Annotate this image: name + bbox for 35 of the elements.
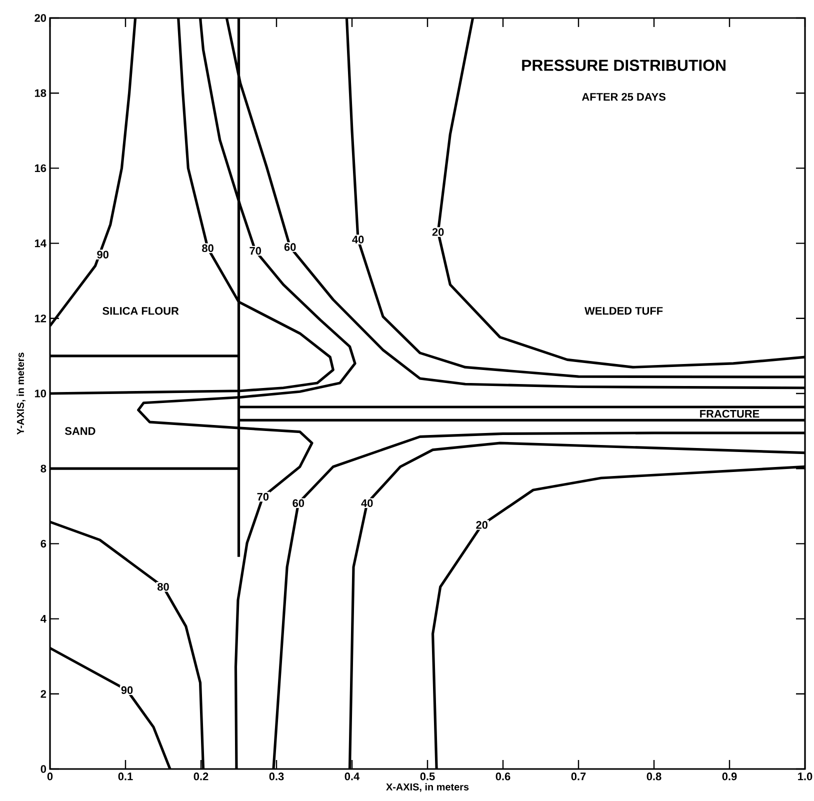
y-tick-label: 0 [40, 765, 46, 773]
y-axis-title: Y-AXIS, in meters [16, 352, 26, 435]
y-tick-label: 10 [34, 390, 46, 398]
y-tick-label: 20 [34, 14, 46, 22]
annotation: 70 [250, 246, 261, 255]
x-tick-label: 0 [47, 772, 53, 780]
y-tick-label: 6 [40, 540, 46, 548]
annotation: 80 [202, 244, 214, 252]
y-tick-label: 14 [34, 240, 46, 248]
annotation: 60 [292, 499, 304, 508]
y-tick-label: 12 [34, 314, 46, 322]
y-tick-label: 16 [34, 164, 46, 172]
annotation: 40 [361, 499, 373, 508]
x-tick-label: 0.7 [571, 772, 586, 780]
x-tick-label: 0.8 [646, 772, 662, 780]
text: PRESSURE DISTRIBUTION [522, 60, 726, 71]
annotation: FRACTURE [700, 410, 760, 418]
y-tick-label: 2 [40, 690, 46, 698]
y-tick-label: 18 [34, 89, 46, 97]
x-tick-label: 0.4 [344, 772, 360, 780]
annotation: SILICA FLOUR [102, 307, 179, 315]
y-tick-label: 8 [40, 464, 46, 472]
x-axis-title: X-AXIS, in meters [386, 783, 469, 792]
x-tick-label: 0.9 [722, 772, 737, 780]
x-tick-label: 0.5 [420, 772, 435, 780]
text: AFTER 25 DAYS [582, 92, 666, 101]
annotation: WELDED TUFF [584, 307, 663, 315]
x-tick-label: 0.2 [194, 772, 208, 780]
annotation: 90 [97, 250, 108, 258]
y-tick-label: 4 [40, 615, 46, 623]
x-tick-label: 0.3 [269, 772, 284, 780]
x-tick-label: 1.0 [798, 772, 812, 780]
x-tick-label: 0.6 [496, 772, 510, 780]
x-tick-label: 0.1 [118, 772, 133, 780]
annotation: SAND [64, 427, 96, 435]
